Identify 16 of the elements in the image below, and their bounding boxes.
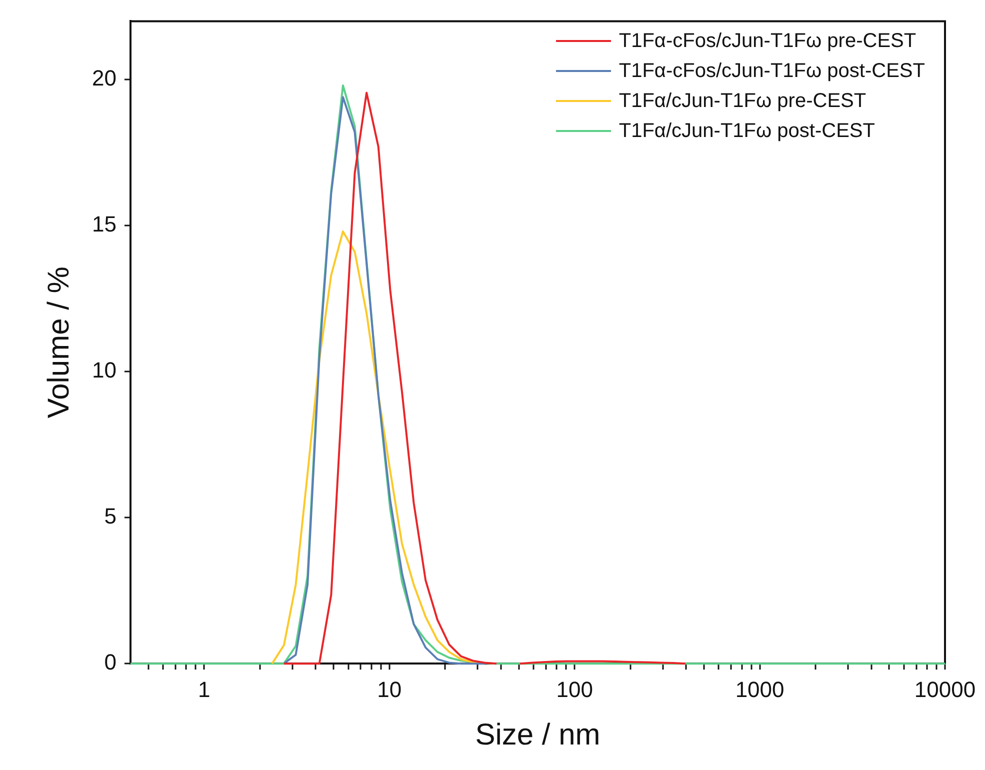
x-tick-label: 100 [556, 676, 593, 702]
x-axis-title: Size / nm [475, 718, 600, 752]
y-tick-label: 15 [92, 212, 116, 237]
legend-label: T1Fα/cJun-T1Fω pre-CEST [618, 89, 866, 114]
x-tick-label: 10000 [914, 676, 976, 702]
x-tick-label: 10 [377, 676, 402, 702]
legend-label: T1Fα-cFos/cJun-T1Fω post-CEST [618, 59, 925, 84]
y-tick-label: 5 [104, 504, 116, 529]
x-tick-label: 1 [198, 676, 210, 702]
y-tick-label: 0 [104, 650, 116, 675]
y-tick-label: 20 [92, 66, 116, 91]
y-axis-title: Volume / % [42, 266, 76, 418]
y-tick-label: 10 [92, 358, 116, 383]
legend-label: T1Fα-cFos/cJun-T1Fω pre-CEST [618, 29, 916, 54]
x-tick-label: 1000 [735, 676, 784, 702]
legend-label: T1Fα/cJun-T1Fω post-CEST [618, 119, 875, 144]
